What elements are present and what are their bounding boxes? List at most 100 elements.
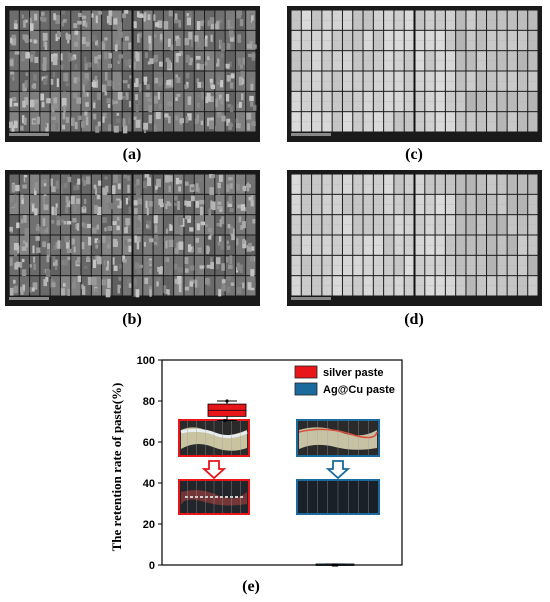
data-point bbox=[225, 399, 229, 403]
cell-defect bbox=[196, 21, 201, 30]
module-cell bbox=[194, 10, 205, 30]
cell-defect bbox=[92, 34, 97, 42]
module-cell bbox=[174, 91, 184, 112]
cell-defect bbox=[165, 116, 169, 120]
cell-defect bbox=[136, 265, 141, 275]
module-cell bbox=[184, 215, 194, 235]
cell-defect bbox=[31, 203, 35, 212]
cell-defect bbox=[128, 64, 132, 68]
cell-defect bbox=[186, 72, 190, 79]
el-image-d bbox=[287, 170, 542, 306]
cell-defect bbox=[188, 31, 193, 40]
cell-defect bbox=[169, 103, 173, 111]
cell-defect bbox=[81, 222, 85, 227]
cell-defect bbox=[42, 32, 48, 41]
cell-defect bbox=[96, 92, 101, 101]
cell-defect bbox=[30, 54, 34, 63]
cell-defect bbox=[84, 265, 88, 269]
image-scalebar bbox=[291, 297, 331, 300]
cell-defect bbox=[57, 240, 61, 249]
cell-defect bbox=[73, 278, 77, 285]
cell-defect bbox=[91, 81, 97, 87]
cell-defect bbox=[178, 267, 183, 273]
cell-defect bbox=[43, 279, 48, 287]
cell-defect bbox=[102, 217, 107, 223]
cell-defect bbox=[165, 203, 168, 210]
cell-defect bbox=[94, 75, 98, 82]
cell-defect bbox=[208, 235, 212, 240]
cell-defect bbox=[14, 23, 18, 30]
cell-defect bbox=[67, 39, 70, 44]
cell-defect bbox=[178, 186, 181, 192]
cell-defect bbox=[251, 255, 255, 263]
cell-defect bbox=[93, 100, 97, 106]
y-ticks: 0 20 40 60 80 100 bbox=[137, 355, 162, 572]
cell-defect bbox=[229, 255, 233, 265]
cell-defect bbox=[199, 64, 205, 70]
legend-swatch-agcu bbox=[294, 382, 318, 396]
cell-defect bbox=[175, 35, 180, 41]
cell-defect bbox=[135, 289, 140, 298]
cell-defect bbox=[225, 93, 230, 102]
cell-defect bbox=[11, 34, 17, 39]
module-cell bbox=[71, 235, 81, 255]
cell-defect bbox=[94, 288, 99, 293]
cell-defect bbox=[63, 259, 68, 266]
module-cell bbox=[91, 112, 102, 132]
cell-defect bbox=[180, 226, 183, 235]
module-cell bbox=[81, 10, 91, 30]
cell-defect bbox=[226, 118, 231, 126]
cell-defect bbox=[136, 11, 140, 18]
cell-defect bbox=[217, 242, 221, 246]
panel-d bbox=[287, 170, 542, 306]
module-cell bbox=[225, 91, 235, 112]
cell-defect bbox=[145, 200, 148, 209]
cell-defect bbox=[128, 117, 131, 124]
cell-defect bbox=[153, 14, 156, 21]
cell-defect bbox=[52, 259, 58, 267]
cell-defect bbox=[242, 240, 248, 249]
cell-defect bbox=[9, 287, 14, 296]
module-cell bbox=[112, 51, 122, 71]
module-cell bbox=[50, 194, 60, 215]
module-cell bbox=[30, 215, 40, 235]
cell-defect bbox=[210, 79, 214, 88]
cell-defect bbox=[74, 41, 79, 47]
module-cell bbox=[246, 30, 256, 51]
cell-defect bbox=[189, 227, 194, 232]
module-cell bbox=[205, 194, 215, 215]
cell-defect bbox=[155, 186, 158, 190]
cell-defect bbox=[158, 103, 162, 109]
module-cell bbox=[205, 235, 215, 255]
cell-defect bbox=[246, 245, 252, 252]
cell-defect bbox=[45, 269, 51, 277]
cell-defect bbox=[148, 201, 153, 207]
module-cell bbox=[153, 194, 163, 215]
cell-defect bbox=[107, 80, 112, 87]
cell-defect bbox=[247, 123, 250, 131]
module-cell bbox=[71, 51, 81, 71]
cell-defect bbox=[9, 226, 13, 232]
cell-defect bbox=[228, 122, 232, 130]
cell-defect bbox=[229, 208, 234, 213]
module-cell bbox=[71, 276, 81, 296]
cell-defect bbox=[12, 97, 17, 102]
cell-defect bbox=[21, 14, 24, 19]
cell-defect bbox=[209, 187, 215, 196]
cell-defect bbox=[166, 257, 170, 262]
cell-defect bbox=[23, 20, 26, 28]
cell-defect bbox=[175, 115, 179, 121]
cell-defect bbox=[185, 181, 189, 186]
cell-defect bbox=[29, 99, 35, 108]
cell-defect bbox=[147, 177, 152, 187]
cell-defect bbox=[72, 218, 77, 223]
cell-defect bbox=[63, 72, 69, 82]
cell-defect bbox=[154, 77, 159, 84]
cell-defect bbox=[112, 257, 115, 265]
cell-defect bbox=[124, 240, 128, 246]
cell-defect bbox=[31, 84, 36, 89]
cell-defect bbox=[236, 104, 240, 109]
module-cell bbox=[122, 91, 132, 112]
cell-defect bbox=[238, 280, 243, 286]
cell-defect bbox=[20, 194, 24, 200]
